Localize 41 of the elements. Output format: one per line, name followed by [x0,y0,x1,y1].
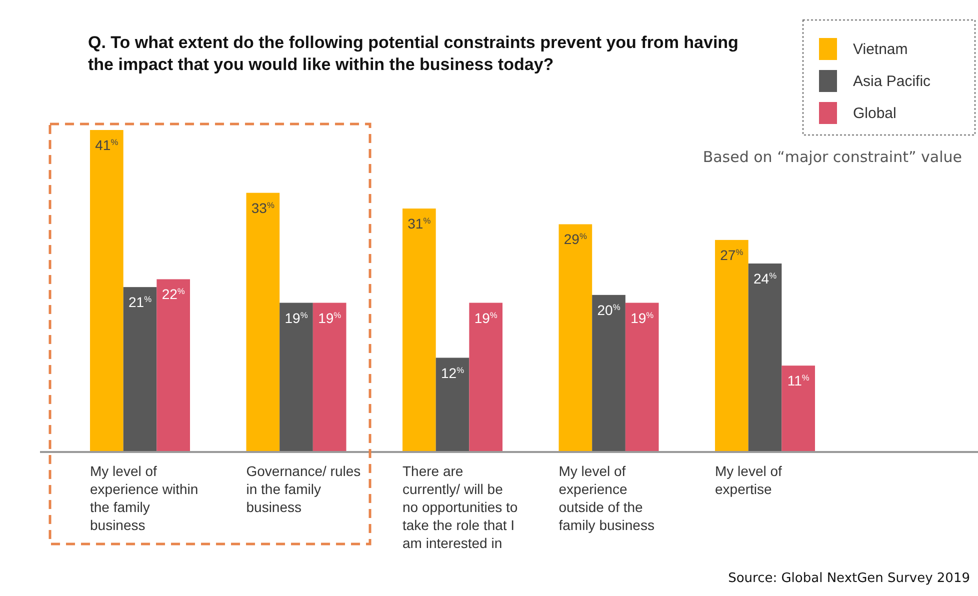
bar [123,287,157,452]
bar [402,208,436,452]
x-tick-label: My level of experience within the family business [90,463,198,533]
data-label: 12$^{%}$ [440,364,465,381]
source-note: Source: Global NextGen Survey 2019 [728,571,970,586]
bar [246,192,280,452]
data-label: 29$^{%}$ [564,231,588,248]
bar [436,358,470,452]
x-tick-label: My level of expertise [715,463,782,497]
data-label: 21$^{%}$ [128,294,152,310]
x-tick-label: There are currently/ will be no opportunities to take the role that I am interested in [402,463,518,551]
bar [625,302,659,452]
data-label: 24$^{%}$ [753,270,778,287]
bar [90,130,124,452]
bar [312,302,346,452]
data-label: 33$^{%}$ [251,200,275,216]
bar [280,302,313,452]
bar [782,366,815,452]
bar [558,224,592,452]
data-label: 31$^{%}$ [408,216,432,232]
data-label: 22$^{%}$ [162,286,186,302]
x-tick-label: Governance/ rules in the family business [246,463,361,515]
bar [715,240,748,452]
data-label: 19$^{%}$ [284,310,308,326]
data-label: 41$^{%}$ [95,137,119,153]
bar [748,264,782,452]
data-label: 19$^{%}$ [318,310,342,326]
legend-label: Vietnam [853,41,908,58]
bar [592,294,626,452]
data-label: 19$^{%}$ [630,310,654,326]
annotation: Based on “major constraint” value [702,148,962,166]
bar [469,302,502,452]
x-tick-label: My level of experience outside of the family business [558,463,654,533]
chart-title: Q. To what extent do the following potential constraints prevent you from having the impact that you would like within the business today? [88,33,738,74]
bar [156,279,190,452]
data-label: 27$^{%}$ [720,246,744,263]
data-label: 19$^{%}$ [474,310,498,326]
data-label: 11$^{%}$ [787,372,810,389]
data-label: 20$^{%}$ [597,302,621,318]
legend-label: Global [853,105,896,122]
legend-label: Asia Pacific [853,73,932,90]
